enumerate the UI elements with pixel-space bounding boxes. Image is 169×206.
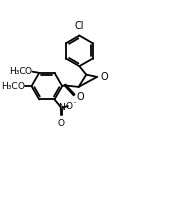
Text: O: O (66, 102, 73, 111)
Text: Cl: Cl (75, 21, 84, 31)
Text: N: N (58, 103, 65, 112)
Text: O: O (100, 72, 108, 82)
Text: O: O (17, 82, 24, 91)
Text: O: O (57, 119, 64, 128)
Text: ⁻: ⁻ (73, 100, 77, 109)
Text: H₃C: H₃C (1, 82, 18, 91)
Text: O: O (25, 67, 32, 76)
Text: O: O (76, 92, 84, 102)
Text: H₃C: H₃C (9, 67, 25, 76)
